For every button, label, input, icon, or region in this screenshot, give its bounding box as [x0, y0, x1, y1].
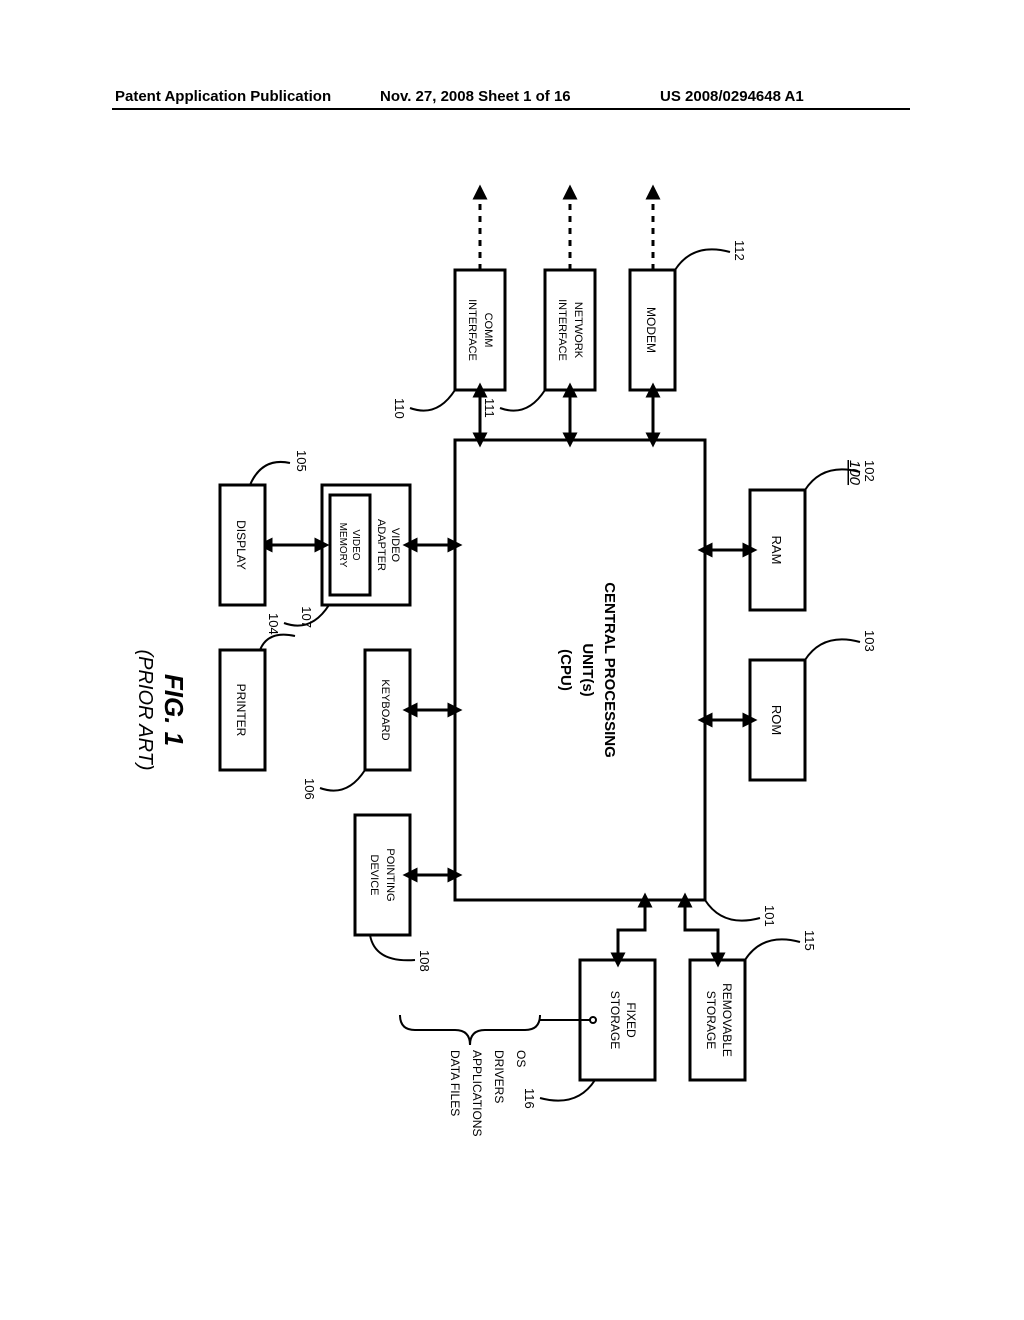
ref-106: 106	[302, 778, 317, 800]
ref-112: 112	[732, 240, 747, 261]
lead-108	[370, 935, 415, 960]
software-list: OS DRIVERS APPLICATIONS DATA FILES	[400, 1015, 590, 1136]
diagram-svg: 100 CENTRAL PROCESSING UNIT(s) (CPU) 101…	[115, 170, 905, 1180]
keyboard-block: KEYBOARD	[365, 650, 455, 770]
display-label: DISPLAY	[234, 520, 248, 570]
fixed-l2: STORAGE	[608, 991, 622, 1049]
sw-os: OS	[514, 1050, 528, 1067]
ref-101: 101	[762, 905, 777, 927]
diagram-container: 100 CENTRAL PROCESSING UNIT(s) (CPU) 101…	[115, 170, 905, 1180]
sw-drv: DRIVERS	[492, 1050, 506, 1103]
commif-l1: COMM	[482, 313, 494, 348]
header-rule	[112, 108, 910, 110]
pointing-device-block: POINTING DEVICE	[355, 815, 455, 935]
header-mid: Nov. 27, 2008 Sheet 1 of 16	[380, 88, 571, 105]
header-left: Patent Application Publication	[115, 88, 331, 105]
ref-116: 116	[522, 1088, 537, 1109]
lead-106	[320, 770, 365, 791]
video-adapter-block: VIDEO ADAPTER VIDEO MEMORY	[265, 485, 455, 605]
ref-104: 104	[266, 613, 281, 635]
ref-105: 105	[294, 450, 309, 472]
ref-111: 111	[482, 398, 497, 418]
ref-100: 100	[846, 460, 863, 486]
lead-111	[500, 390, 545, 411]
cpu-block: CENTRAL PROCESSING UNIT(s) (CPU)	[455, 440, 705, 900]
rotated-group: 100 CENTRAL PROCESSING UNIT(s) (CPU) 101…	[134, 192, 877, 1136]
printer-label: PRINTER	[234, 684, 248, 737]
vadapt-l1: VIDEO	[389, 528, 401, 563]
pointing-l1: POINTING	[384, 848, 396, 901]
removable-l1: REMOVABLE	[720, 983, 734, 1057]
cpu-line2: UNIT(s)	[579, 643, 596, 696]
figure-title: FIG. 1	[159, 674, 189, 746]
modem-block: MODEM	[630, 192, 675, 440]
lead-101	[705, 900, 760, 921]
lead-115	[745, 939, 800, 960]
netif-l2: INTERFACE	[556, 299, 568, 361]
cpu-line3: (CPU)	[557, 649, 574, 691]
cpu-line1: CENTRAL PROCESSING	[601, 582, 618, 758]
lead-110	[410, 390, 455, 411]
ram-block: RAM	[705, 490, 805, 610]
ref-107: 107	[299, 606, 314, 628]
lead-107	[260, 635, 295, 650]
rom-block: ROM	[705, 660, 805, 780]
lead-105	[250, 462, 290, 485]
figure-subtitle: (PRIOR ART)	[134, 649, 156, 770]
ref-102: 102	[862, 460, 877, 482]
ref-110: 110	[392, 398, 407, 419]
header-right: US 2008/0294648 A1	[660, 88, 804, 105]
commif-l2: INTERFACE	[466, 299, 478, 361]
fixed-l1: FIXED	[624, 1002, 638, 1038]
ref-115: 115	[802, 930, 817, 951]
fixed-storage-block: FIXED STORAGE	[580, 900, 655, 1080]
network-interface-block: NETWORK INTERFACE	[545, 192, 595, 440]
removable-l2: STORAGE	[704, 991, 718, 1049]
vmem-l1: VIDEO	[350, 529, 361, 560]
vadapt-l2: ADAPTER	[375, 519, 387, 571]
ref-103: 103	[862, 630, 877, 652]
sw-app: APPLICATIONS	[470, 1050, 484, 1136]
display-block: DISPLAY	[220, 485, 265, 605]
ram-label: RAM	[769, 536, 784, 565]
pointing-l2: DEVICE	[368, 855, 380, 896]
lead-112	[675, 249, 730, 270]
lead-116	[540, 1080, 595, 1101]
lead-103	[805, 639, 860, 660]
keyboard-label: KEYBOARD	[379, 679, 391, 740]
vmem-l2: MEMORY	[337, 523, 348, 568]
netif-l1: NETWORK	[572, 302, 584, 359]
ref-108: 108	[417, 950, 432, 972]
printer-block: PRINTER	[220, 650, 265, 770]
page: Patent Application Publication Nov. 27, …	[0, 0, 1024, 1320]
removable-storage-block: REMOVABLE STORAGE	[685, 900, 745, 1080]
modem-label: MODEM	[644, 307, 658, 353]
rom-label: ROM	[769, 705, 784, 735]
sw-dat: DATA FILES	[448, 1050, 462, 1116]
